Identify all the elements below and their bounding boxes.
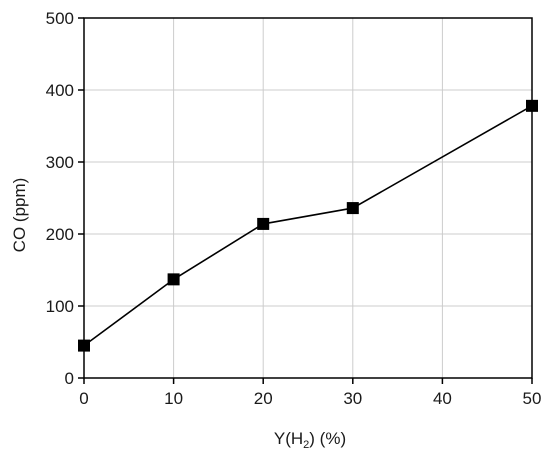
series-polyline: [83, 105, 533, 347]
series-markers: [78, 99, 538, 352]
x-axis-title: Y(H2) (%): [274, 429, 346, 451]
y-tick-label: 400: [46, 81, 74, 100]
grid: [83, 17, 533, 379]
plot-frame: [83, 17, 533, 379]
y-axis-ticks: 0 100 200 300 400 500: [46, 9, 84, 388]
data-point: [257, 217, 270, 230]
x-tick-label: 20: [254, 389, 273, 408]
x-tick-label: 40: [433, 389, 452, 408]
data-point: [346, 202, 359, 215]
x-axis-title-subscript: 2: [303, 439, 309, 451]
x-axis-title-suffix: ) (%): [309, 429, 346, 448]
series-line: [83, 105, 533, 347]
y-tick-label: 500: [46, 9, 74, 28]
x-tick-label: 10: [164, 389, 183, 408]
x-tick-label: 50: [523, 389, 542, 408]
x-tick-label: 30: [343, 389, 362, 408]
y-tick-label: 200: [46, 225, 74, 244]
y-tick-label: 0: [65, 369, 74, 388]
data-point: [167, 273, 180, 286]
y-tick-label: 300: [46, 153, 74, 172]
y-axis-title: CO (ppm): [10, 178, 29, 253]
y-tick-label: 100: [46, 297, 74, 316]
x-axis-ticks: 0 10 20 30 40 50: [79, 378, 541, 408]
x-axis-title-prefix: Y(H: [274, 429, 303, 448]
x-tick-label: 0: [79, 389, 88, 408]
